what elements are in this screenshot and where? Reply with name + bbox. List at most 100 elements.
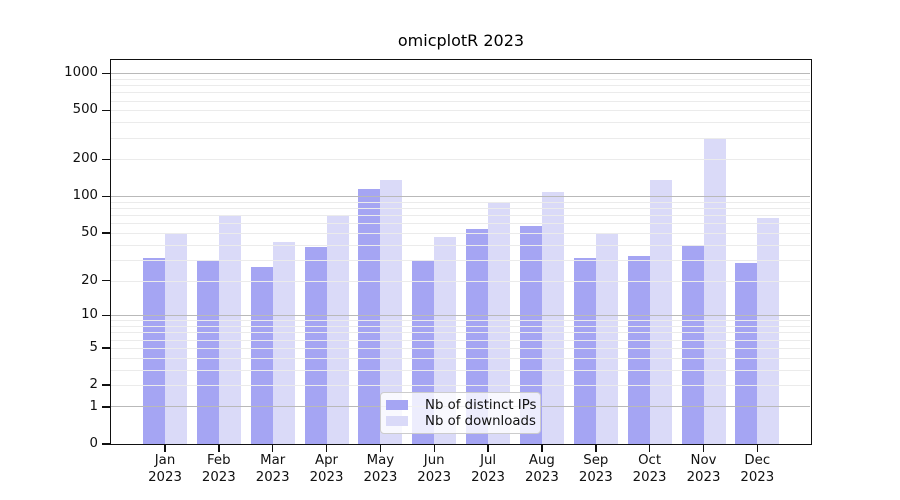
x-tick-jun [433,444,435,452]
x-label-year: 2023 [363,469,398,485]
gridline-minor-40 [111,244,810,246]
x-label-month: Feb [207,453,231,468]
y-tick-1000 [102,72,111,74]
x-label-year: 2023 [255,469,290,485]
x-tick-apr [325,444,328,452]
bar-distinct-ips-may [358,189,381,444]
x-tick-mar [271,444,274,452]
x-tick-label-jul: Jul 2023 [456,453,520,486]
bar-downloads-feb [218,215,241,444]
x-tick-jan [164,444,166,452]
y-tick-label-1000: 1000 [64,65,98,81]
bar-distinct-ips-jul [466,228,489,444]
bar-downloads-aug [541,192,564,444]
bar-distinct-ips-dec [735,263,758,444]
x-tick-jul [487,444,489,452]
bar-downloads-may [380,179,403,444]
bar-downloads-mar [272,242,295,444]
x-label-year: 2023 [148,469,182,485]
bar-distinct-ips-nov [681,244,704,444]
x-tick-label-jun: Jun 2023 [402,453,466,486]
x-tick-label-mar: Mar 2023 [241,453,305,486]
x-tick-label-dec: Dec 2023 [725,453,789,486]
gridline-minor-4 [111,357,810,359]
x-label-month: May [366,453,395,468]
gridline-major-10 [111,314,810,316]
legend-label-downloads: Nb of downloads [425,413,536,429]
x-tick-label-aug: Aug 2023 [510,453,574,486]
bar-downloads-jan [165,234,187,444]
bar-distinct-ips-sep [573,258,596,444]
y-tick-1 [102,406,111,408]
gridline-minor-7 [111,332,810,334]
y-tick-2 [102,384,111,386]
x-label-month: Sep [583,453,609,468]
bar-distinct-ips-feb [196,259,219,444]
bar-distinct-ips-mar [250,267,273,444]
legend-item-downloads: Nb of downloads [386,413,536,429]
x-label-year: 2023 [686,469,721,485]
bar-downloads-jul [488,201,511,444]
gridline-minor-6 [111,339,810,341]
x-tick-label-apr: Apr 2023 [295,453,359,486]
y-tick-20 [102,279,111,282]
gridline-minor-400 [111,122,810,124]
x-label-year: 2023 [578,469,613,485]
y-tick-label-0: 0 [89,436,98,451]
gridline-minor-70 [111,215,810,217]
x-tick-feb [218,444,220,452]
x-label-year: 2023 [201,469,236,485]
y-tick-label-500: 500 [72,102,98,118]
bar-downloads-nov [703,139,726,444]
x-label-month: Jul [480,453,497,468]
x-tick-may [379,444,382,452]
y-tick-0 [102,443,111,445]
gridline-minor-2 [111,385,810,386]
plot-area [111,60,810,444]
y-tick-5 [102,347,111,349]
bar-downloads-apr [326,216,349,444]
gridline-minor-9 [111,320,810,322]
gridline-minor-50 [111,233,810,234]
gridline-minor-20 [111,280,810,282]
x-tick-label-nov: Nov 2023 [672,453,736,486]
x-label-year: 2023 [740,469,775,485]
legend-swatch-distinct-ips-icon [386,400,408,410]
legend-item-distinct-ips: Nb of distinct IPs [386,397,536,413]
legend-label-distinct-ips: Nb of distinct IPs [425,397,537,413]
y-tick-10 [102,314,111,317]
gridline-major-1000 [111,72,810,74]
gridline-minor-90 [111,201,810,203]
x-label-month: Jan [154,453,176,468]
x-tick-oct [648,444,651,452]
chart-title: omicplotR 2023 [397,31,525,50]
x-label-year: 2023 [309,469,344,485]
x-label-month: Jun [423,453,445,468]
y-tick-label-5: 5 [89,339,98,355]
gridline-minor-8 [111,326,810,328]
gridline-minor-700 [111,92,810,94]
gridline-minor-3 [111,369,810,371]
bar-distinct-ips-oct [627,256,650,444]
y-tick-50 [102,232,111,234]
y-tick-100 [102,195,111,198]
gridline-minor-5 [111,347,810,349]
y-tick-500 [102,109,111,112]
legend-swatch-downloads-icon [386,416,408,426]
y-tick-label-100: 100 [72,188,98,204]
gridline-minor-800 [111,85,810,87]
bar-downloads-oct [649,180,672,444]
y-tick-label-2: 2 [89,377,98,392]
gridline-minor-30 [111,259,810,261]
gridline-minor-900 [111,78,810,80]
x-label-year: 2023 [471,469,506,485]
y-tick-label-10: 10 [81,307,98,323]
bar-downloads-sep [595,233,618,444]
x-tick-dec [756,444,758,452]
x-tick-nov [702,444,705,452]
gridline-minor-200 [111,159,810,161]
y-tick-200 [102,158,111,161]
x-label-month: Dec [744,453,771,468]
x-tick-label-may: May 2023 [348,453,412,486]
gridline-major-100 [111,195,810,197]
